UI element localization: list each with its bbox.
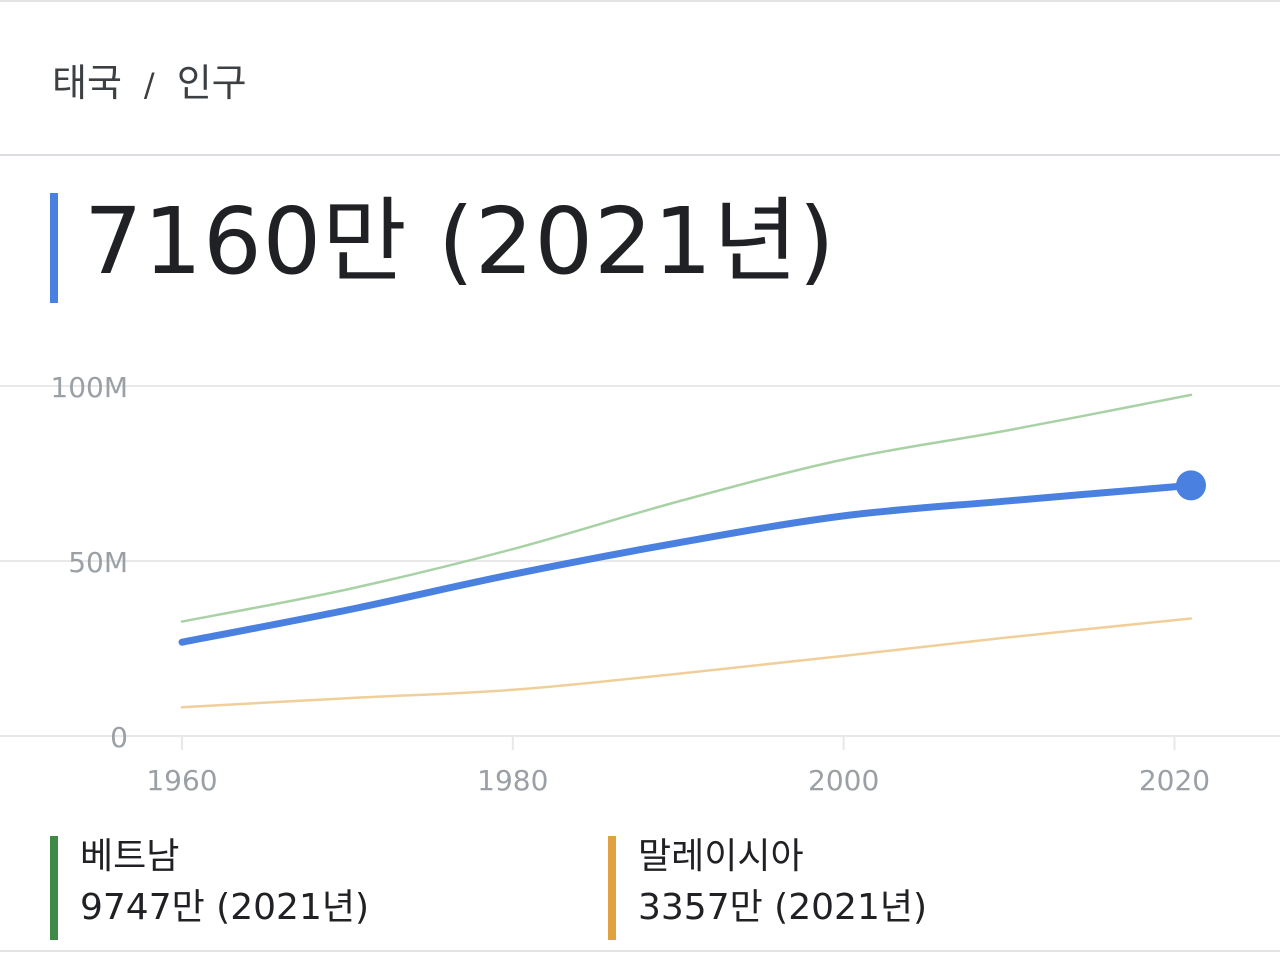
header-divider [0, 154, 1280, 156]
population-line-chart[interactable]: 0 50M 100M 1960 1980 2000 2020 [0, 350, 1280, 810]
y-axis-ticks: 0 50M 100M [50, 371, 128, 754]
breadcrumb-topic: 인구 [176, 61, 247, 105]
chart-series [178, 393, 1206, 709]
breadcrumb-separator: / [143, 66, 155, 104]
chart-gridlines [0, 385, 1280, 737]
legend-malaysia-value: 3357만 (2021년) [638, 887, 928, 928]
legend-item-malaysia[interactable]: 말레이시아 3357만 (2021년) [608, 832, 927, 940]
legend-malaysia-color-bar [608, 836, 616, 940]
x-tick-label: 2000 [808, 764, 879, 797]
y-tick-label: 100M [50, 371, 128, 404]
headline-accent-bar [50, 193, 58, 303]
x-tick-label: 2020 [1139, 764, 1210, 797]
legend-vietnam-color-bar [50, 836, 58, 940]
y-tick-label: 0 [110, 721, 128, 754]
legend-vietnam-name: 베트남 [80, 836, 180, 877]
bottom-rule [0, 950, 1280, 952]
legend-item-vietnam[interactable]: 베트남 9747만 (2021년) [50, 832, 369, 940]
breadcrumb: 태국 / 인구 [52, 52, 247, 107]
y-tick-label: 50M [68, 546, 128, 579]
legend-malaysia-name: 말레이시아 [638, 836, 804, 877]
x-tick-label: 1980 [477, 764, 548, 797]
legend-vietnam-value: 9747만 (2021년) [80, 887, 370, 928]
series-endpoint-태국[interactable] [1176, 470, 1206, 501]
series-line-베트남 [180, 393, 1193, 623]
series-line-말레이시아 [180, 617, 1193, 709]
top-rule [0, 0, 1280, 2]
headline-value: 7160만 (2021년) [84, 188, 836, 295]
x-tick-label: 1960 [146, 764, 217, 797]
breadcrumb-country[interactable]: 태국 [52, 61, 122, 105]
x-axis-ticks: 1960 1980 2000 2020 [146, 736, 1210, 797]
series-line-태국 [178, 481, 1195, 646]
